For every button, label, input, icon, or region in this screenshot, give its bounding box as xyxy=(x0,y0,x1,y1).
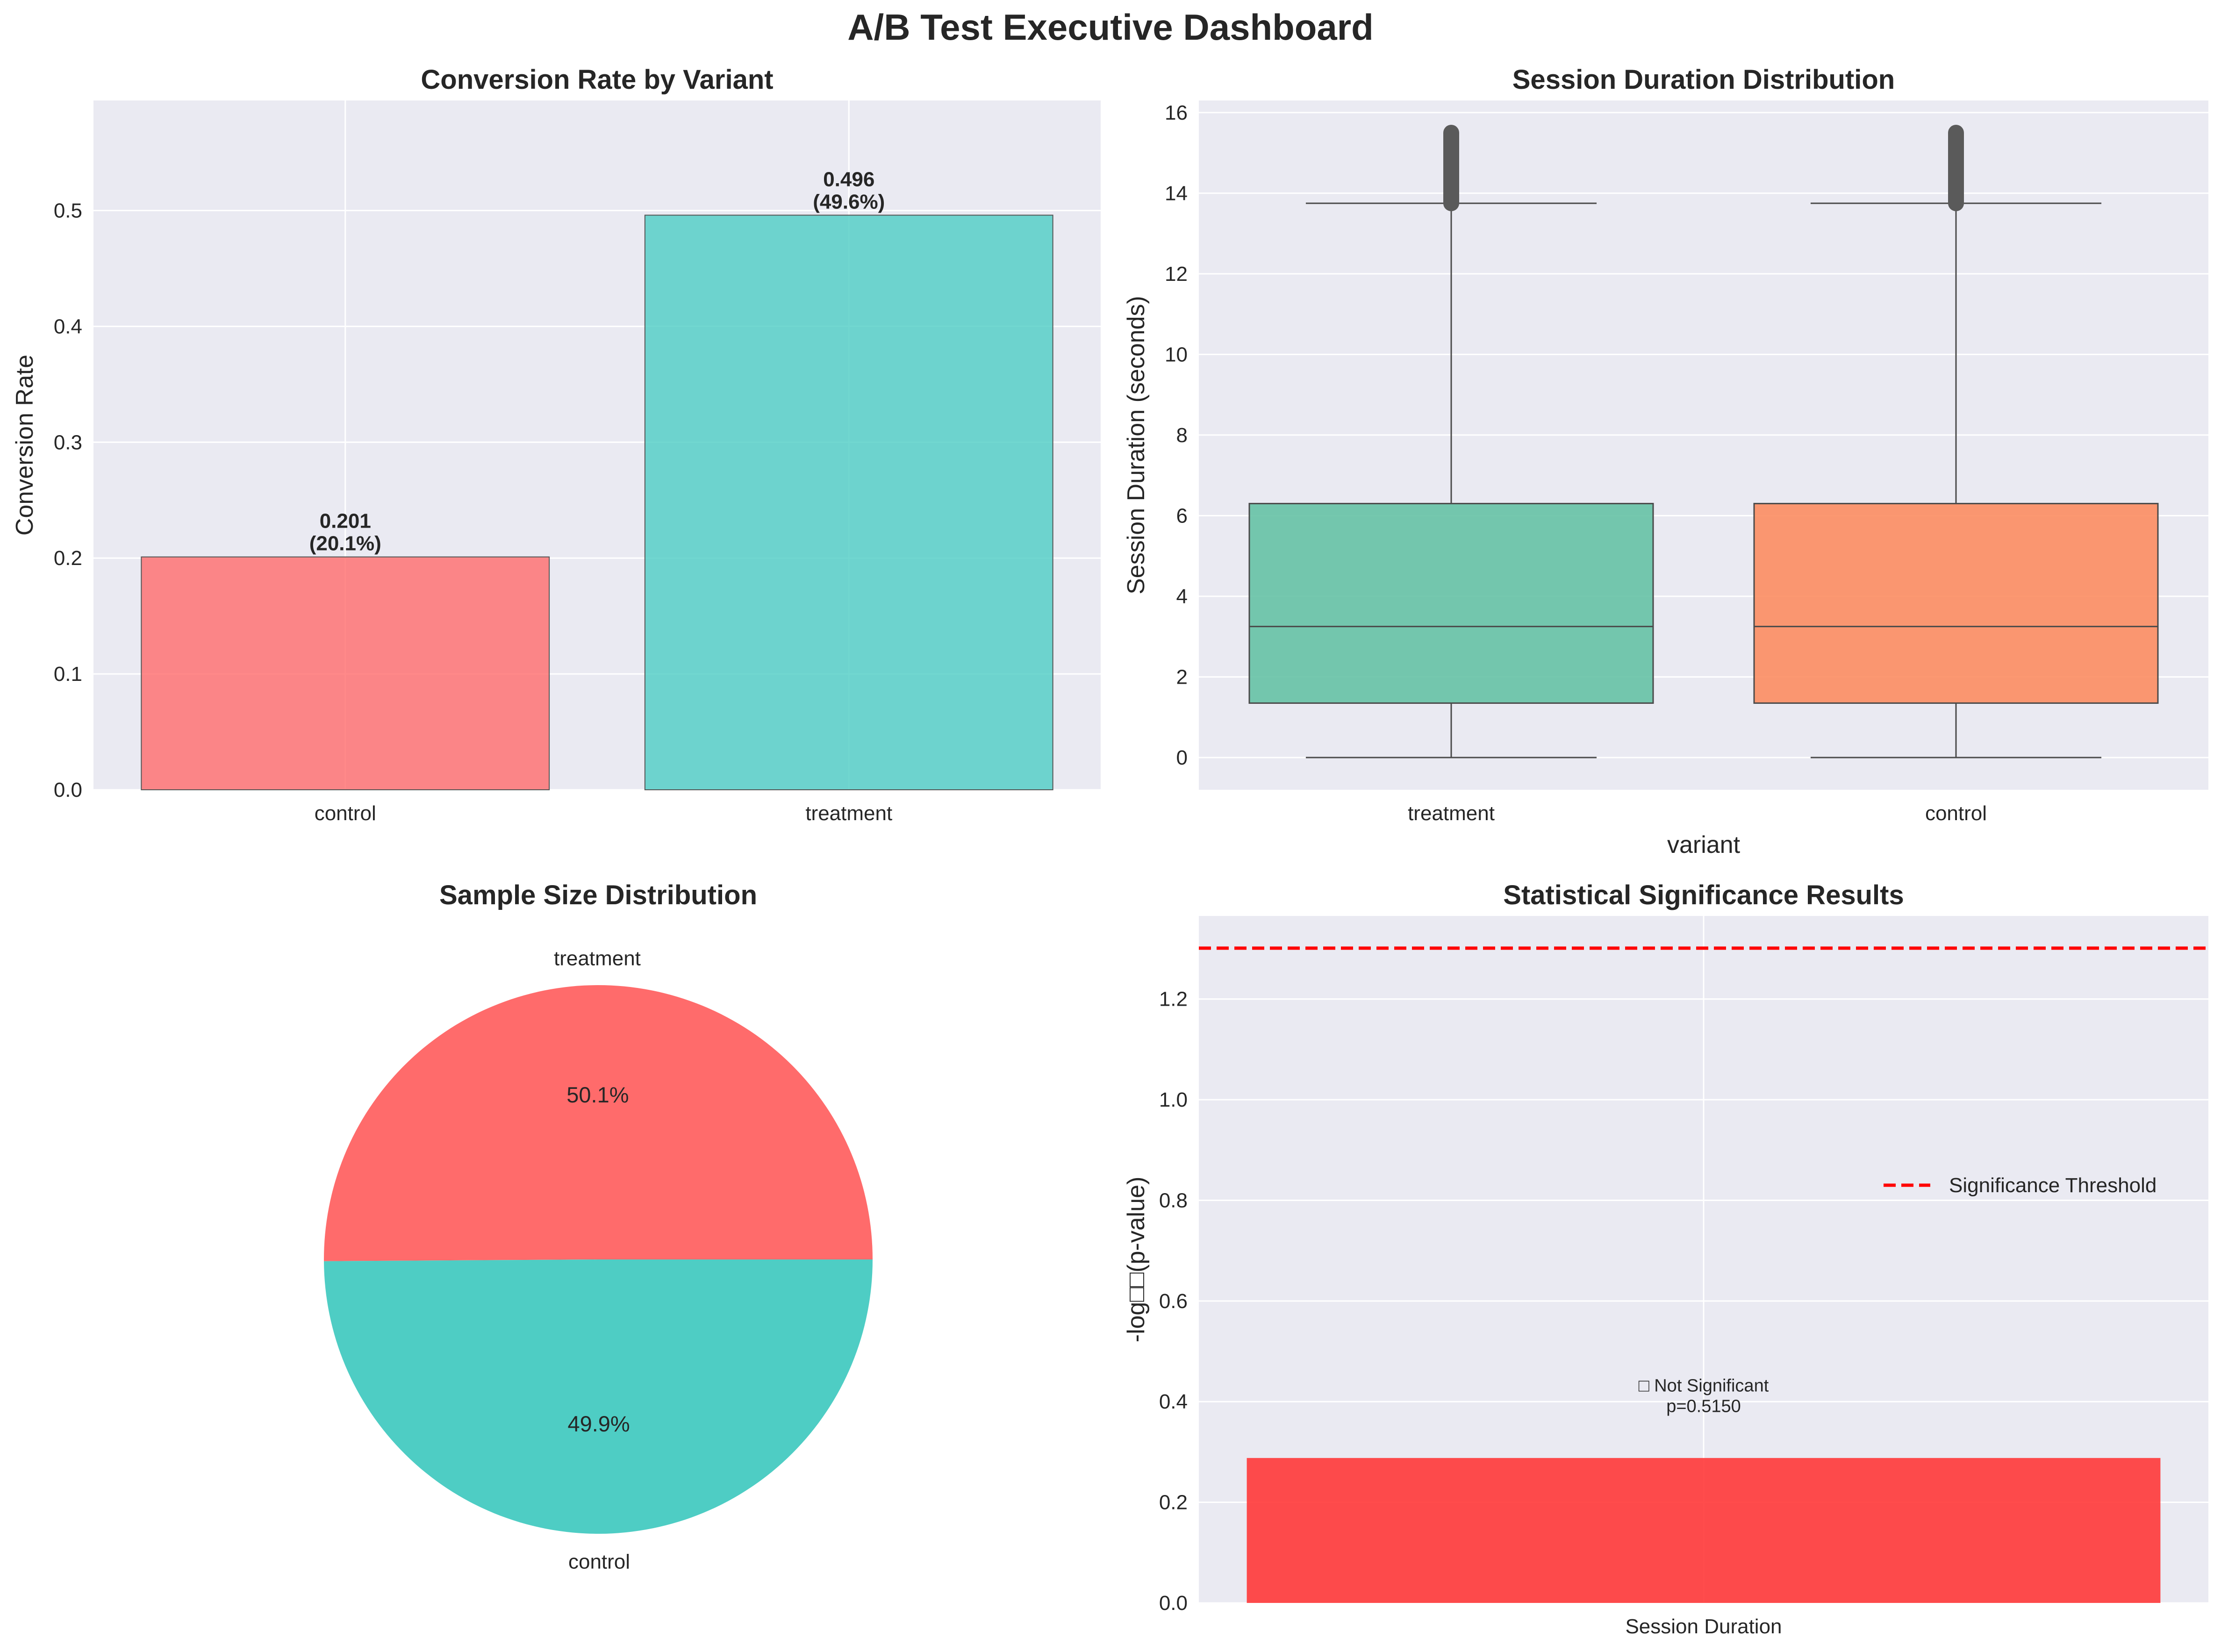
significance-y-tick-label: 0.2 xyxy=(1159,1491,1188,1514)
significance-y-tick-label: 0.0 xyxy=(1159,1592,1188,1615)
conversion-y-tick-label: 0.2 xyxy=(54,547,82,570)
significance-y-tick-label: 0.4 xyxy=(1159,1390,1188,1413)
significance-chart-title: Statistical Significance Results xyxy=(1503,880,1904,910)
sample-size-panel: Sample Size Distribution 50.1% treatment 49… xyxy=(324,880,873,1573)
session-box-treatment xyxy=(1248,503,1654,704)
session-x-axis-label: variant xyxy=(1667,831,1741,858)
significance-x-tick-label: Session Duration xyxy=(1625,1615,1782,1638)
session-y-tick-label: 14 xyxy=(1165,182,1188,205)
conversion-y-tick-label: 0.3 xyxy=(54,431,82,454)
conversion-y-tick-label: 0.0 xyxy=(54,779,82,801)
session-y-axis-label: Session Duration (seconds) xyxy=(1123,296,1150,594)
pie-slice-label: treatment xyxy=(554,947,641,970)
sample-chart-title: Sample Size Distribution xyxy=(439,880,757,910)
significance-y-tick-label: 1.0 xyxy=(1159,1088,1188,1111)
pie-slice-control xyxy=(324,1259,873,1534)
conversion-rate-panel: Conversion Rate by Variant 0.0 0.1 0.2 0.3 0.… xyxy=(11,64,1101,825)
conversion-bar-control xyxy=(141,556,550,790)
session-x-tick-label: control xyxy=(1925,802,1987,825)
session-y-tick-label: 10 xyxy=(1165,343,1188,366)
conversion-bar-value-label: 0.201 xyxy=(320,510,371,533)
conversion-y-axis-label: Conversion Rate xyxy=(11,355,38,536)
significance-annotation-status: □ Not Significant xyxy=(1639,1376,1769,1396)
legend-threshold-label: Significance Threshold xyxy=(1949,1174,2157,1197)
session-y-tick-label: 2 xyxy=(1176,665,1188,688)
conversion-bar-pct-label: (20.1%) xyxy=(309,532,381,555)
significance-y-tick-label: 1.2 xyxy=(1159,988,1188,1011)
session-y-tick-label: 8 xyxy=(1176,424,1188,447)
session-duration-panel: Session Duration Distribution 0 2 4 6 8 10 12 14… xyxy=(1123,64,2208,858)
conversion-x-tick-label: treatment xyxy=(805,802,892,825)
significance-panel: Statistical Significance Results 0.0 0.2 0.… xyxy=(1123,880,2208,1638)
conversion-y-tick-label: 0.1 xyxy=(54,663,82,686)
session-box-control xyxy=(1753,503,2159,704)
session-y-tick-label: 12 xyxy=(1165,263,1188,286)
pie-slice-percent: 49.9% xyxy=(567,1411,630,1436)
significance-y-axis-label: -log□□(p-value) xyxy=(1123,1177,1150,1343)
significance-y-tick-label: 0.6 xyxy=(1159,1290,1188,1313)
session-y-tick-label: 4 xyxy=(1176,585,1188,608)
session-x-tick-label: treatment xyxy=(1408,802,1495,825)
session-y-tick-label: 0 xyxy=(1176,746,1188,769)
conversion-y-tick-label: 0.4 xyxy=(54,315,82,338)
session-y-tick-label: 6 xyxy=(1176,504,1188,527)
dashboard-title: A/B Test Executive Dashboard xyxy=(847,7,1374,48)
session-y-tick-label: 16 xyxy=(1165,101,1188,124)
significance-y-tick-label: 0.8 xyxy=(1159,1189,1188,1212)
pie-slice-treatment xyxy=(324,985,873,1261)
pie-slice-label: control xyxy=(568,1551,630,1573)
significance-annotation-pvalue: p=0.5150 xyxy=(1666,1397,1741,1416)
conversion-bar-value-label: 0.496 xyxy=(823,168,874,191)
conversion-bar-treatment xyxy=(644,215,1053,790)
session-chart-title: Session Duration Distribution xyxy=(1512,64,1895,95)
conversion-chart-title: Conversion Rate by Variant xyxy=(421,64,773,95)
conversion-bar-pct-label: (49.6%) xyxy=(813,190,885,213)
significance-bar xyxy=(1247,1458,2161,1603)
pie-slice-percent: 50.1% xyxy=(566,1082,629,1107)
conversion-x-tick-label: control xyxy=(315,802,376,825)
conversion-y-tick-label: 0.5 xyxy=(54,200,82,222)
